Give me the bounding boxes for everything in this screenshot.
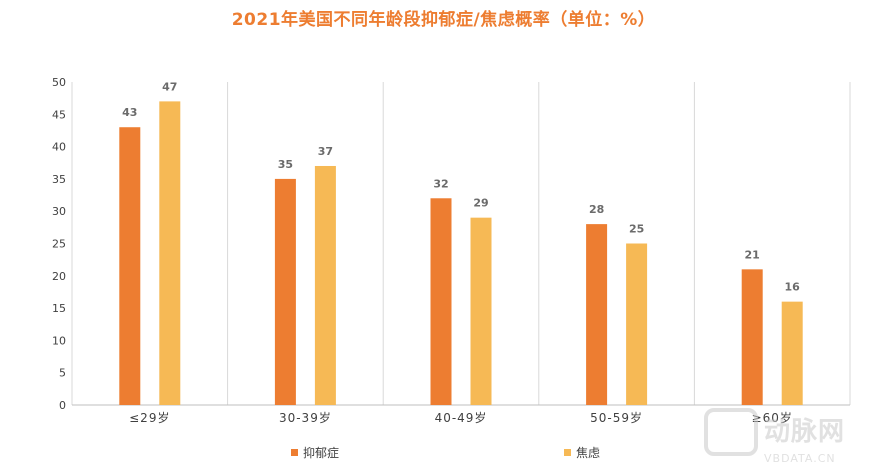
bar [159,101,181,405]
bar [586,224,608,405]
grid-lines [71,82,851,405]
x-tick-label: 30-39岁 [279,410,332,425]
watermark: 动脉网 VBDATA.CN [704,408,845,465]
y-tick-label: 0 [59,399,66,412]
data-label: 32 [433,177,448,190]
chart-title: 2021年美国不同年龄段抑郁症/焦虑概率（单位：%） [231,10,656,30]
data-label: 16 [785,281,801,294]
bars [119,101,803,405]
data-labels: 43 47 35 37 32 29 28 25 21 16 [122,80,800,293]
y-tick-label: 50 [52,76,66,89]
data-label: 43 [122,106,137,119]
bar [430,198,452,405]
bar [626,243,648,405]
data-label: 47 [162,80,177,93]
bar [119,127,141,405]
y-tick-label: 10 [52,334,66,347]
x-tick-label: ≤29岁 [129,410,170,425]
y-tick-label: 45 [52,108,66,121]
y-tick-label: 15 [52,302,66,315]
legend-label: 焦虑 [576,446,600,460]
legend-swatch [564,449,571,456]
legend: 抑郁症 焦虑 [291,445,600,460]
bar [741,269,763,405]
bar [274,178,296,405]
data-label: 21 [745,248,760,261]
x-axis: ≤29岁 30-39岁 40-49岁 50-59岁 ≥60岁 [129,410,793,425]
watermark-url: VBDATA.CN [764,452,836,465]
y-tick-label: 5 [59,367,66,380]
y-axis: 0 5 10 15 20 25 30 35 40 45 50 [52,76,850,412]
legend-label: 抑郁症 [303,445,339,460]
data-label: 37 [318,145,333,158]
bar [781,301,803,405]
legend-swatch [291,449,298,456]
y-tick-label: 30 [52,205,66,218]
watermark-logo-text: 动脉网 [764,417,845,447]
data-label: 29 [473,197,488,210]
x-tick-label: ≥60岁 [752,410,793,425]
y-tick-label: 20 [52,270,66,283]
data-label: 28 [589,203,604,216]
y-tick-label: 25 [52,238,66,251]
y-tick-label: 35 [52,173,66,186]
watermark-logo-icon [704,408,758,456]
y-tick-label: 40 [52,141,66,154]
x-tick-label: 50-59岁 [590,410,643,425]
data-label: 35 [278,158,293,171]
x-tick-label: 40-49岁 [435,410,488,425]
bar [314,165,336,405]
bar [470,217,492,405]
data-label: 25 [629,223,644,236]
